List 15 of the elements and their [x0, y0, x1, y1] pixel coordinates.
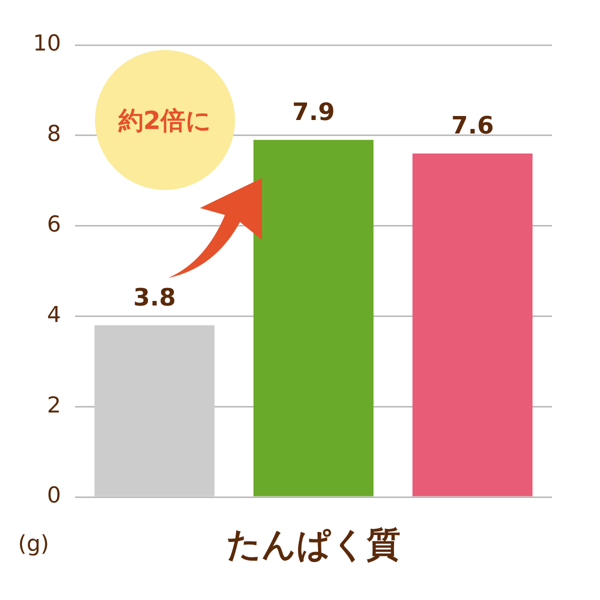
y-tick-label: 10 [33, 32, 61, 57]
y-axis-title: (g) [18, 532, 50, 557]
y-tick-label: 0 [47, 484, 61, 509]
y-tick-label: 6 [47, 212, 61, 238]
y-tick-label: 2 [47, 393, 61, 418]
x-axis-title: たんぱく質 [226, 524, 402, 567]
bar [94, 325, 215, 496]
bar [412, 153, 533, 496]
y-tick-label: 8 [47, 122, 61, 148]
annotation: 約2倍に [117, 105, 213, 137]
y-tick-label: 4 [47, 302, 61, 328]
bar [253, 140, 374, 496]
data-label: 7.9 [292, 98, 335, 126]
data-label: 7.6 [451, 112, 494, 140]
data-label: 3.8 [133, 283, 176, 312]
